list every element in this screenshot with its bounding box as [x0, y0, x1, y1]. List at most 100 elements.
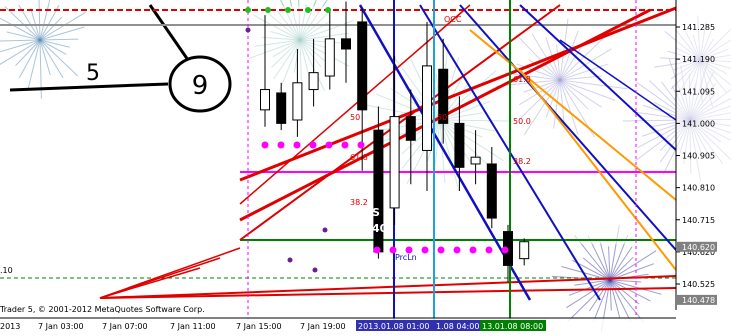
sketch-stroke — [609, 279, 612, 311]
candle-body — [292, 82, 303, 121]
time-highlight-label: 2013.01.08 01:00 — [358, 322, 429, 331]
sketch-stroke — [39, 16, 63, 41]
candle-body — [260, 89, 270, 111]
indicator-dot — [261, 141, 269, 149]
time-tick-label: 7 Jan 15:00 — [236, 322, 282, 331]
time-highlight-bg — [356, 320, 434, 331]
sketch-stroke — [39, 39, 64, 79]
copyright-text: Trader 5, © 2001-2012 MetaQuotes Softwar… — [0, 305, 205, 314]
price-highlight-label: 140.478 — [682, 296, 715, 305]
indicator-dot — [325, 141, 333, 149]
candle-body — [486, 163, 497, 219]
sketch-stroke — [39, 38, 79, 41]
price-axis-bg — [676, 0, 731, 310]
fib-label: 61.8 — [350, 153, 368, 162]
trend-line — [559, 39, 677, 121]
sketch-stroke — [609, 279, 651, 302]
indicator-dot — [469, 246, 477, 254]
indicator-dot — [357, 141, 365, 149]
sketch-stroke — [0, 39, 41, 53]
candle-body — [276, 92, 287, 124]
time-highlight-bg — [434, 320, 512, 331]
trend-line — [239, 4, 471, 205]
time-highlight-bg — [480, 320, 546, 331]
sketch-stroke — [39, 26, 85, 41]
sketch-stroke — [609, 279, 621, 318]
indicator-dot — [322, 227, 328, 233]
sketch-stroke — [568, 279, 611, 296]
candle-body — [438, 68, 449, 124]
price-tick-label: 140.715 — [682, 216, 715, 225]
trend-line — [239, 6, 677, 182]
price-tick-label: 140.905 — [682, 152, 715, 161]
sketch-stroke — [589, 279, 611, 312]
trend-line — [99, 267, 201, 299]
candle-body — [405, 116, 416, 141]
sketch-stroke — [609, 279, 662, 295]
candle-body — [519, 241, 530, 260]
trend-line — [459, 4, 677, 251]
sketch-stroke — [39, 0, 51, 41]
trend-line — [99, 275, 677, 299]
left-value-label: .10 — [0, 266, 13, 275]
sketch-stroke — [0, 39, 41, 42]
price-highlight-label: 140.620 — [682, 243, 715, 252]
sketch-stroke — [608, 246, 611, 281]
indicator-dot — [309, 141, 317, 149]
indicator-dot — [501, 246, 509, 254]
time-tick-label: 2013 — [0, 322, 20, 331]
price-tick-label: 140.525 — [682, 280, 715, 289]
stray-label: 40 — [372, 222, 388, 235]
sketch-stroke — [39, 39, 67, 55]
sketch-stroke — [15, 39, 41, 66]
indicator-dot — [421, 246, 429, 254]
candle-body — [357, 21, 368, 111]
candle-body — [470, 156, 481, 165]
sketch-stroke — [27, 39, 41, 90]
stray-labels: S 40 PrcLn OCC — [372, 15, 462, 262]
indicator-dot — [405, 246, 413, 254]
line-label: 5 — [86, 61, 100, 86]
sketch-stroke — [609, 279, 644, 323]
indicator-dot — [245, 27, 251, 33]
fib-labels: 50 61.8 50 61.8 38.2 50.0 38.2 — [350, 75, 531, 207]
sketch-stroke — [561, 265, 611, 281]
sketch-stroke — [609, 256, 634, 281]
indicator-dot — [245, 7, 251, 13]
price-tick-label: 140.620 — [682, 248, 715, 257]
time-axis: 2013 7 Jan 03:00 7 Jan 07:00 7 Jan 11:00 7 J… — [0, 317, 731, 336]
candle-body — [341, 38, 351, 50]
trend-line — [519, 4, 677, 151]
trend-lines — [0, 0, 677, 320]
sketch-stroke — [39, 39, 70, 48]
fib-label: 50 — [437, 113, 447, 122]
price-tick-label: 141.000 — [682, 119, 715, 128]
fib-label: 38.2 — [513, 157, 531, 166]
sketch-stroke — [567, 279, 611, 322]
candle-body — [422, 65, 432, 151]
price-tick-label: 141.190 — [682, 55, 715, 64]
price-tick-label: 141.095 — [682, 87, 715, 96]
sketch-stroke — [592, 279, 611, 323]
price-highlight-bg — [677, 241, 717, 252]
sketch-stroke — [609, 250, 657, 281]
indicator-dot — [485, 246, 493, 254]
fib-label: 50.0 — [513, 117, 531, 126]
indicator-dot — [285, 7, 291, 13]
sketch-stroke — [0, 39, 41, 65]
time-tick-label: 7 Jan 11:00 — [170, 322, 216, 331]
circle-annotation: 9 5 — [9, 4, 232, 113]
indicator-dot — [389, 246, 397, 254]
indicator-dot — [341, 141, 349, 149]
sketch-stroke — [582, 257, 611, 281]
indicator-dot — [453, 246, 461, 254]
stray-label: S — [372, 206, 380, 219]
trend-line — [99, 287, 677, 299]
fib-label: 61.8 — [513, 75, 531, 84]
sketch-stroke — [4, 6, 41, 41]
sketch-stroke — [609, 246, 633, 281]
stray-label: PrcLn — [395, 253, 417, 262]
sketch-stroke — [599, 239, 611, 281]
price-tick-label: 141.285 — [682, 23, 715, 32]
